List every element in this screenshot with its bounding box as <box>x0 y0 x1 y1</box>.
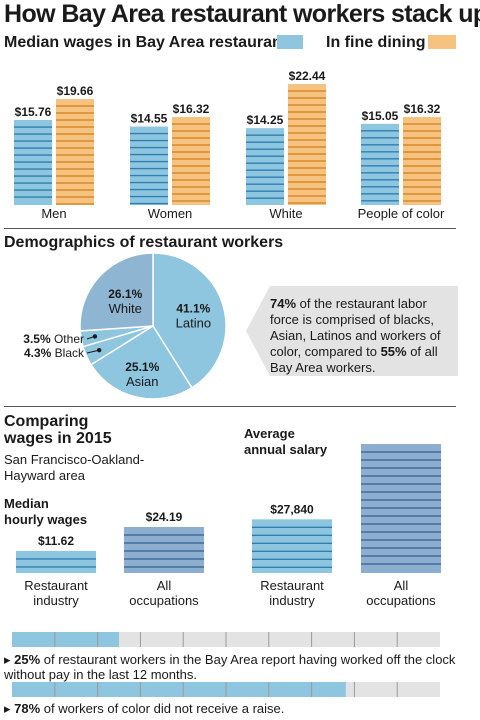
category-label: People of color <box>358 206 445 221</box>
callout-box <box>246 286 458 376</box>
pie-category-label: Latino <box>176 315 211 330</box>
category-label: Women <box>148 206 193 221</box>
pie-slice-white <box>79 252 154 332</box>
leader-line <box>86 349 100 354</box>
category-label: Men <box>41 206 66 221</box>
compare-category-label: occupations <box>366 593 436 608</box>
compare-category-label: industry <box>33 593 79 608</box>
compare-bar <box>361 444 441 573</box>
bar-median <box>14 120 52 205</box>
category-label: White <box>269 206 302 221</box>
hourly-wages-label: Median hourly wages <box>4 496 88 527</box>
pie-slice-asian <box>90 324 193 400</box>
bar-value-label: $15.76 <box>15 105 52 119</box>
comparing-heading: Comparing wages in 2015 <box>4 413 112 447</box>
progress-fill <box>12 632 119 647</box>
compare-value-label: $24.19 <box>146 510 183 524</box>
demographics-heading: Demographics of restaurant workers <box>4 234 284 251</box>
bar-value-label: $16.32 <box>173 102 210 116</box>
bar-fine-dining <box>56 98 94 205</box>
comparing-chart: $11.62Restaurantindustry$24.19Alloccupat… <box>16 440 441 608</box>
compare-category-label: All <box>394 578 409 593</box>
bar-median <box>361 123 399 205</box>
callout-post: of all Bay Area workers. <box>270 344 438 375</box>
callout-text: 74% of the restaurant labor force is com… <box>270 296 445 376</box>
stat-arrow-icon: ▸ <box>4 652 15 667</box>
bar-fine-dining <box>288 84 326 205</box>
legend-label-fine-dining: In fine dining <box>326 34 426 51</box>
legend-swatch-fine-dining <box>428 35 456 49</box>
bar-value-label: $16.32 <box>404 102 441 116</box>
callout-mid: of the restaurant labor force is compris… <box>270 296 441 359</box>
bar-value-label: $14.25 <box>247 113 284 127</box>
divider-2 <box>4 406 456 407</box>
compare-bar <box>124 527 204 573</box>
bar-value-label: $15.05 <box>362 109 399 123</box>
bar-fine-dining <box>403 117 441 205</box>
pie-small-label: 4.3% Black <box>24 346 85 360</box>
bar-value-label: $19.66 <box>57 84 94 98</box>
progress-fill <box>12 682 346 697</box>
comparing-subheading: San Francisco-Oakland- Hayward area <box>4 452 145 483</box>
stat-arrow-icon: ▸ <box>4 701 15 716</box>
bar-median <box>246 128 284 205</box>
stat-percent-2: 78% <box>14 701 41 716</box>
compare-category-label: All <box>157 578 172 593</box>
bar-value-label: $22.44 <box>289 69 326 83</box>
pie-category-label: White <box>109 301 142 316</box>
legend-swatch-median <box>277 35 303 49</box>
compare-value-label: $66,900 <box>379 440 423 441</box>
stat-percent-1: 25% <box>14 652 41 667</box>
compare-category-label: Restaurant <box>260 578 324 593</box>
compare-value-label: $11.62 <box>38 534 74 548</box>
leader-dot <box>92 334 98 339</box>
wages-chart: $15.76 $19.66 Men $14.55 $16.32 Women $14.25 $2… <box>14 69 445 221</box>
bar-median <box>130 126 168 205</box>
stat-text-2: of workers of color did not receive a ra… <box>40 701 285 716</box>
compare-value-label: $27,840 <box>270 502 314 516</box>
callout-pct-55: 55% <box>380 344 407 359</box>
stat-text-1: of restaurant workers in the Bay Area re… <box>4 652 456 682</box>
pie-percent-label: 41.1% <box>176 301 210 315</box>
compare-category-label: Restaurant <box>24 578 88 593</box>
compare-category-label: industry <box>269 593 315 608</box>
leader-line <box>86 335 96 340</box>
wages-heading: Median wages in Bay Area restaurants <box>4 34 296 51</box>
page-title: How Bay Area restaurant workers stack up <box>4 0 480 28</box>
stat-note-1: ▸ 25% of restaurant workers in the Bay A… <box>4 652 474 682</box>
divider-1 <box>4 228 456 229</box>
compare-bar <box>16 550 96 573</box>
stat-note-2: ▸ 78% of workers of color did not receiv… <box>4 701 474 716</box>
bar-value-label: $14.55 <box>131 112 168 126</box>
pie-small-label: 3.5% Other <box>23 332 84 346</box>
compare-category-label: occupations <box>129 593 199 608</box>
pie-category-label: Asian <box>126 374 159 389</box>
compare-bar <box>252 519 332 573</box>
pie-percent-label: 25.1% <box>125 360 159 374</box>
annual-salary-label: Average annual salary <box>244 426 328 457</box>
bar-fine-dining <box>172 117 210 205</box>
callout-pct-74: 74% <box>270 296 297 311</box>
pie-percent-label: 26.1% <box>108 287 142 301</box>
stats-bars <box>12 632 440 697</box>
demographics-pie-chart: 41.1%Latino 25.1%Asian 26.1%White 4.3% Blac… <box>23 252 227 400</box>
